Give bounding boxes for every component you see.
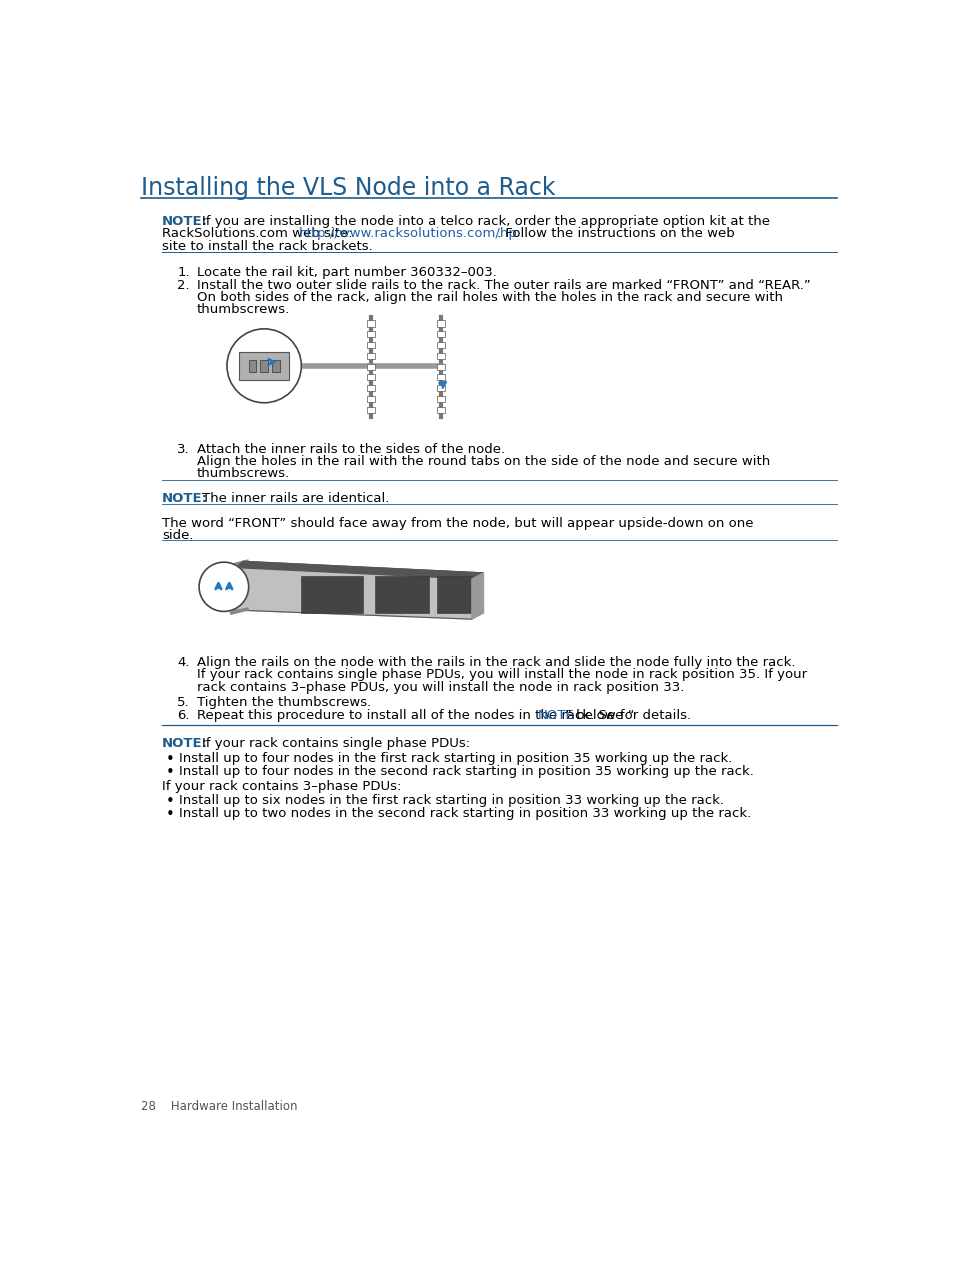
Text: RackSolutions.com web site:: RackSolutions.com web site: bbox=[162, 228, 356, 240]
Polygon shape bbox=[232, 562, 483, 619]
Text: Repeat this procedure to install all of the nodes in the rack. See “: Repeat this procedure to install all of … bbox=[196, 709, 634, 722]
Polygon shape bbox=[235, 562, 483, 580]
Bar bbox=[367, 364, 375, 370]
Text: side.: side. bbox=[162, 529, 193, 541]
Text: 5.: 5. bbox=[177, 697, 190, 709]
Bar bbox=[200, 314, 476, 421]
Bar bbox=[367, 374, 375, 380]
Text: . Follow the instructions on the web: . Follow the instructions on the web bbox=[497, 228, 735, 240]
Text: On both sides of the rack, align the rail holes with the holes in the rack and s: On both sides of the rack, align the rai… bbox=[196, 291, 781, 304]
Text: Tighten the thumbscrews.: Tighten the thumbscrews. bbox=[196, 697, 371, 709]
Text: Locate the rail kit, part number 360332–003.: Locate the rail kit, part number 360332–… bbox=[196, 266, 497, 278]
Bar bbox=[367, 353, 375, 358]
Text: NOTE: NOTE bbox=[537, 709, 574, 722]
Text: Attach the inner rails to the sides of the node.: Attach the inner rails to the sides of t… bbox=[196, 442, 504, 456]
Text: site to install the rack brackets.: site to install the rack brackets. bbox=[162, 239, 373, 253]
Text: 3.: 3. bbox=[177, 442, 190, 456]
Text: c3.: c3. bbox=[328, 591, 346, 604]
Text: Install the two outer slide rails to the rack. The outer rails are marked “FRONT: Install the two outer slide rails to the… bbox=[196, 278, 810, 292]
Bar bbox=[436, 353, 444, 358]
Text: If your rack contains single phase PDUs, you will install the node in rack posit: If your rack contains single phase PDUs,… bbox=[196, 669, 806, 681]
Text: thumbscrews.: thumbscrews. bbox=[196, 304, 290, 316]
Text: •: • bbox=[166, 807, 174, 822]
Text: 6.: 6. bbox=[177, 709, 190, 722]
Text: NOTE:: NOTE: bbox=[162, 492, 208, 505]
Bar bbox=[367, 320, 375, 327]
Bar bbox=[272, 360, 279, 372]
Text: If you are installing the node into a telco rack, order the appropriate option k: If you are installing the node into a te… bbox=[202, 215, 769, 228]
Bar bbox=[249, 360, 256, 372]
Text: Install up to six nodes in the first rack starting in position 33 working up the: Install up to six nodes in the first rac… bbox=[179, 794, 723, 807]
Bar bbox=[436, 374, 444, 380]
Bar bbox=[436, 407, 444, 413]
Text: Install up to two nodes in the second rack starting in position 33 working up th: Install up to two nodes in the second ra… bbox=[179, 807, 750, 820]
Text: The inner rails are identical.: The inner rails are identical. bbox=[202, 492, 389, 505]
Bar bbox=[367, 332, 375, 337]
Text: http://www.racksolutions.com/hp: http://www.racksolutions.com/hp bbox=[298, 228, 517, 240]
Text: Install up to four nodes in the second rack starting in position 35 working up t: Install up to four nodes in the second r… bbox=[179, 765, 753, 778]
Bar bbox=[436, 332, 444, 337]
Text: ” below for details.: ” below for details. bbox=[564, 709, 690, 722]
Bar bbox=[436, 364, 444, 370]
Text: 28    Hardware Installation: 28 Hardware Installation bbox=[141, 1101, 297, 1113]
Text: •: • bbox=[166, 765, 174, 779]
Text: Installing the VLS Node into a Rack: Installing the VLS Node into a Rack bbox=[141, 177, 555, 201]
Bar bbox=[436, 576, 472, 613]
Text: •: • bbox=[166, 794, 174, 808]
Text: thumbscrews.: thumbscrews. bbox=[196, 468, 290, 480]
Text: The word “FRONT” should face away from the node, but will appear upside-down on : The word “FRONT” should face away from t… bbox=[162, 517, 753, 530]
Bar bbox=[436, 385, 444, 391]
Text: 2.: 2. bbox=[177, 278, 190, 292]
Bar bbox=[367, 395, 375, 402]
Circle shape bbox=[199, 562, 249, 611]
Bar bbox=[436, 342, 444, 348]
Bar bbox=[436, 320, 444, 327]
Text: If your rack contains single phase PDUs:: If your rack contains single phase PDUs: bbox=[202, 737, 470, 750]
Text: rack contains 3–phase PDUs, you will install the node in rack position 33.: rack contains 3–phase PDUs, you will ins… bbox=[196, 681, 683, 694]
Polygon shape bbox=[472, 573, 483, 619]
Text: NOTE:: NOTE: bbox=[162, 737, 208, 750]
Circle shape bbox=[227, 329, 301, 403]
Text: 4.: 4. bbox=[177, 656, 190, 669]
Text: Align the rails on the node with the rails in the rack and slide the node fully : Align the rails on the node with the rai… bbox=[196, 656, 795, 669]
Text: •: • bbox=[166, 751, 174, 766]
Bar bbox=[367, 342, 375, 348]
Text: If your rack contains 3–phase PDUs:: If your rack contains 3–phase PDUs: bbox=[162, 780, 401, 793]
Bar bbox=[367, 407, 375, 413]
Bar bbox=[260, 360, 268, 372]
Text: Align the holes in the rail with the round tabs on the side of the node and secu: Align the holes in the rail with the rou… bbox=[196, 455, 769, 468]
Bar bbox=[436, 395, 444, 402]
Text: NOTE:: NOTE: bbox=[162, 215, 208, 228]
Bar bbox=[239, 352, 289, 380]
Text: Install up to four nodes in the first rack starting in position 35 working up th: Install up to four nodes in the first ra… bbox=[179, 751, 732, 765]
Bar bbox=[200, 547, 491, 634]
Bar bbox=[301, 576, 363, 613]
Bar bbox=[375, 576, 429, 613]
Bar bbox=[367, 385, 375, 391]
Text: 1.: 1. bbox=[177, 266, 190, 278]
